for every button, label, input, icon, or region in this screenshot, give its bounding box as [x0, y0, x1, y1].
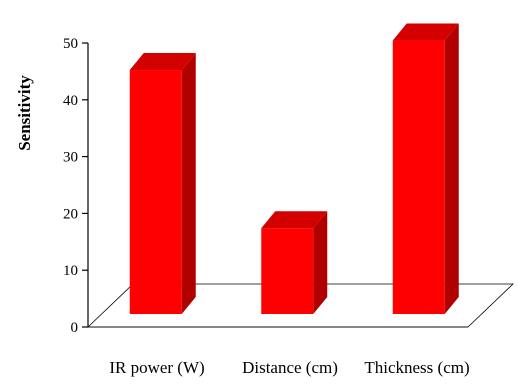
bar-top — [129, 53, 196, 71]
y-tick-label: 50 — [63, 36, 78, 52]
x-category-label: IR power (W) — [109, 358, 204, 377]
bar-side — [181, 53, 196, 314]
x-category-label: Distance (cm) — [242, 358, 338, 377]
y-axis-label: Sensitivity — [15, 75, 34, 151]
x-category-labels: IR power (W) Distance (cm) Thickness (cm) — [109, 358, 469, 377]
bar-top — [392, 23, 459, 41]
bar-2 — [261, 211, 328, 314]
y-axis — [82, 42, 89, 328]
y-tick-label: 10 — [63, 263, 78, 279]
y-tick-label: 40 — [63, 93, 78, 109]
bar-side — [313, 211, 328, 314]
bar-top — [261, 211, 328, 229]
x-category-label: Thickness (cm) — [364, 358, 469, 377]
bar-front — [129, 70, 182, 314]
bar-side — [444, 23, 459, 314]
y-tick-label: 20 — [63, 206, 78, 222]
bar-3 — [392, 23, 459, 314]
bars — [129, 23, 459, 314]
bar-front — [392, 40, 445, 314]
bar-1 — [129, 53, 196, 314]
y-tick-label: 0 — [71, 320, 79, 336]
y-tick-label: 30 — [63, 150, 78, 166]
bar-front — [261, 228, 314, 314]
y-tick-labels: 0 10 20 30 40 50 — [63, 36, 78, 336]
